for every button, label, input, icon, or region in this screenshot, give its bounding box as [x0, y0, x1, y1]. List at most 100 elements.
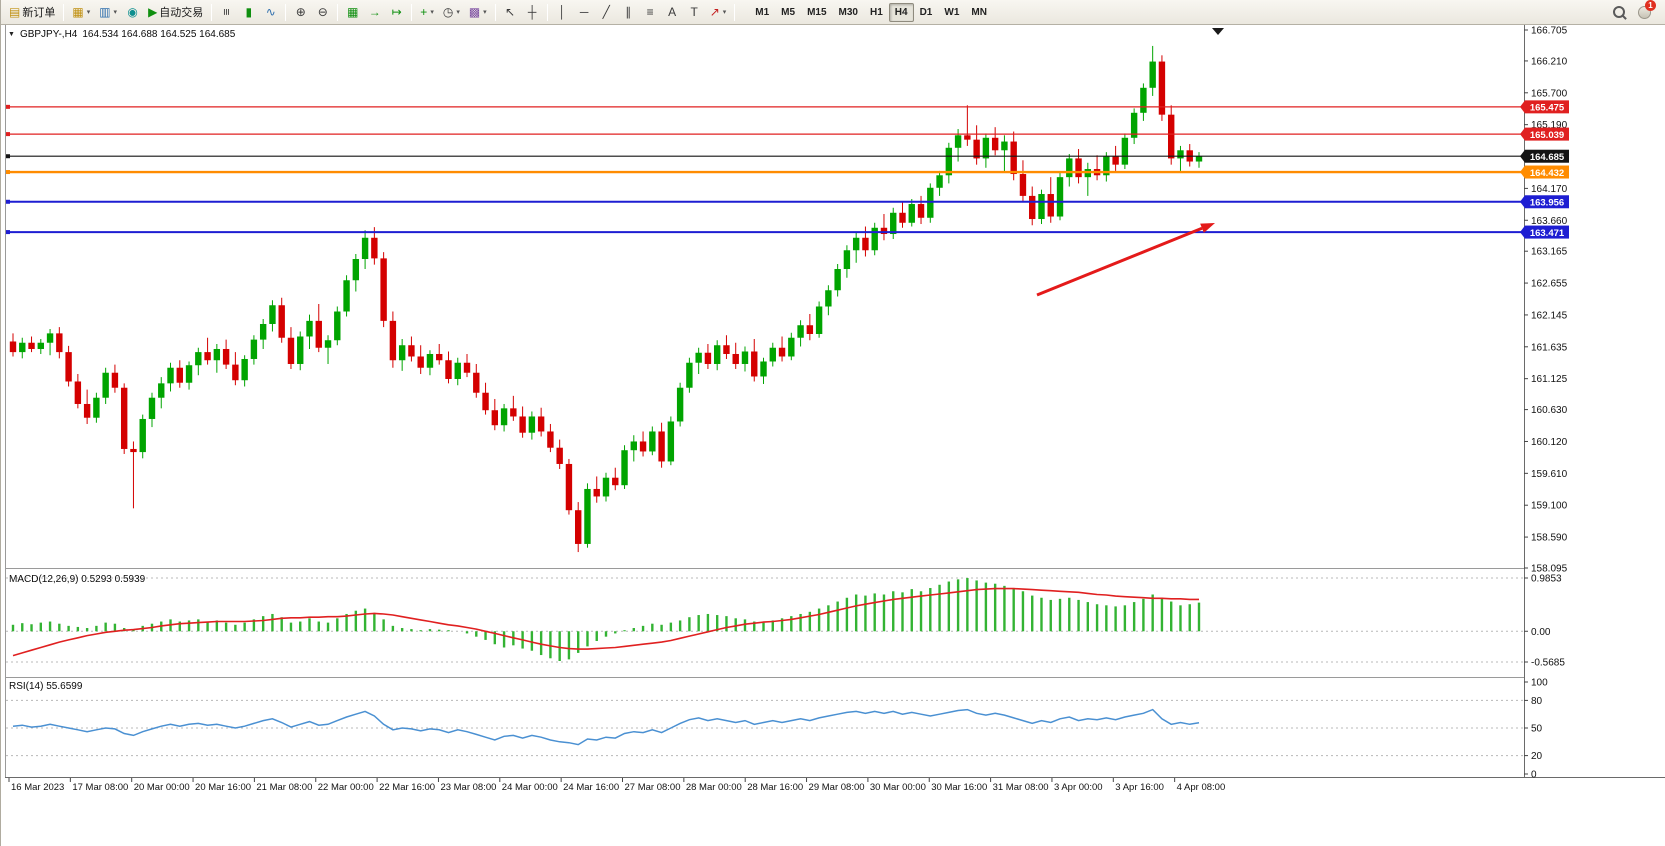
timeframe-m30-button[interactable]: M30 — [833, 3, 864, 22]
candle-body — [84, 404, 90, 418]
candle-body — [353, 259, 359, 280]
toolbar-separator — [211, 4, 212, 21]
timeframe-m1-button[interactable]: M1 — [749, 3, 775, 22]
time-axis-label: 27 Mar 08:00 — [625, 782, 681, 793]
channel-button[interactable]: ∥ — [618, 2, 639, 23]
candle-body — [65, 352, 71, 381]
candle-body — [621, 450, 627, 485]
candle-body — [918, 204, 924, 218]
candlestick-chart-button[interactable]: ▮ — [238, 2, 259, 23]
refresh-button[interactable]: ◉ — [122, 2, 143, 23]
pivot-handle[interactable] — [6, 170, 10, 174]
price-tick-label: 159.100 — [1531, 501, 1568, 512]
time-axis-label: 16 Mar 2023 — [11, 782, 64, 793]
candle-body — [547, 431, 553, 447]
zoom-in-button[interactable]: ⊕ — [290, 2, 311, 23]
cursor-button[interactable]: ↖ — [500, 2, 521, 23]
resistance-1-handle[interactable] — [6, 105, 10, 109]
timeframe-h1-button[interactable]: H1 — [864, 3, 889, 22]
candle-body — [1038, 194, 1044, 219]
toolbar-separator — [547, 4, 548, 21]
collapse-ohlc-icon[interactable]: ▼ — [8, 31, 15, 38]
text-tool-button[interactable]: A — [662, 2, 683, 23]
chart-title: ▼ GBPJPY-,H4 164.534 164.688 164.525 164… — [8, 29, 235, 40]
profiles-button[interactable]: ▥ ▾ — [95, 2, 121, 23]
candle-body — [232, 365, 238, 381]
chart-shift-button[interactable]: ↦ — [386, 2, 407, 23]
time-axis-label: 3 Apr 00:00 — [1054, 782, 1103, 793]
trend-arrow-annotation[interactable] — [1037, 228, 1202, 295]
trendline-button[interactable]: ╱ — [596, 2, 617, 23]
line-chart-button[interactable]: ∿ — [260, 2, 281, 23]
candle-body — [1066, 158, 1072, 177]
horizontal-line-button[interactable]: ─ — [574, 2, 595, 23]
pivot-tag-label: 164.432 — [1530, 168, 1564, 179]
candle-body — [473, 373, 479, 393]
arrows-tool-button[interactable]: ↗ ▾ — [706, 2, 731, 23]
periods-button[interactable]: ◷ ▾ — [439, 2, 464, 23]
timeframe-h4-button[interactable]: H4 — [889, 3, 914, 22]
toolbar: ▤ 新订单 ▦ ▾ ▥ ▾ ◉ ▶ 自动交易 ≡ ▮ ∿ ⊕ ⊖ ▦ → ↦ — [1, 0, 1665, 25]
new-order-button[interactable]: ▤ 新订单 — [5, 2, 59, 23]
auto-scroll-button[interactable]: → — [364, 2, 385, 23]
zoom-out-button[interactable]: ⊖ — [312, 2, 333, 23]
timeframe-w1-button[interactable]: W1 — [938, 3, 965, 22]
timeframe-mn-button[interactable]: MN — [965, 3, 993, 22]
chevron-down-icon: ▾ — [483, 8, 487, 16]
candle-body — [167, 368, 173, 384]
candle-body — [204, 352, 210, 360]
bar-chart-icon: ≡ — [221, 8, 233, 15]
text-label-button[interactable]: T — [684, 2, 705, 23]
candle-body — [140, 419, 146, 452]
candle-body — [529, 416, 535, 432]
vertical-line-button[interactable]: │ — [552, 2, 573, 23]
candle-body — [455, 363, 461, 379]
candle-body — [1010, 142, 1016, 174]
chart-canvas[interactable]: 166.705166.210165.700165.190164.170163.6… — [1, 0, 1665, 846]
tile-windows-icon: ▦ — [347, 6, 358, 18]
candle-body — [1048, 194, 1054, 216]
template-icon: ▩ — [469, 6, 480, 18]
resistance-2-handle[interactable] — [6, 132, 10, 136]
support-1-handle[interactable] — [6, 200, 10, 204]
candle-body — [1075, 158, 1081, 177]
candle-body — [260, 324, 266, 340]
candle-body — [899, 213, 905, 223]
toolbar-separator — [411, 4, 412, 21]
candle-body — [1168, 115, 1174, 159]
candle-body — [112, 373, 118, 388]
time-axis-label: 31 Mar 08:00 — [993, 782, 1049, 793]
support-2-handle[interactable] — [6, 230, 10, 234]
indicators-button[interactable]: + ▾ — [416, 2, 438, 23]
candle-body — [102, 373, 108, 398]
candle-body — [844, 250, 850, 269]
tile-windows-button[interactable]: ▦ — [342, 2, 363, 23]
profiles-icon: ▥ — [99, 6, 110, 18]
new-chart-button[interactable]: ▦ ▾ — [68, 2, 94, 23]
timeframe-m15-button[interactable]: M15 — [801, 3, 832, 22]
price-tick-label: 163.165 — [1531, 247, 1568, 258]
candle-body — [56, 333, 62, 352]
price-tick-label: 162.655 — [1531, 279, 1568, 290]
candle-body — [10, 341, 16, 352]
candle-body — [362, 238, 368, 259]
candle-body — [686, 363, 692, 388]
refresh-icon: ◉ — [127, 6, 137, 18]
timeframe-m5-button[interactable]: M5 — [775, 3, 801, 22]
autotrade-button[interactable]: ▶ 自动交易 — [144, 2, 207, 23]
notifications-button[interactable]: 1 — [1632, 2, 1656, 22]
bar-chart-button[interactable]: ≡ — [216, 2, 237, 23]
candle-body — [417, 356, 423, 367]
timeframe-d1-button[interactable]: D1 — [914, 3, 939, 22]
templates-button[interactable]: ▩ ▾ — [465, 2, 491, 23]
line-chart-icon: ∿ — [266, 6, 276, 18]
support-1-tag-arrow — [1520, 195, 1525, 208]
search-button[interactable] — [1608, 2, 1631, 23]
candle-body — [1001, 142, 1007, 151]
current-price-handle[interactable] — [6, 154, 10, 158]
price-tick-label: 158.590 — [1531, 533, 1568, 544]
chart-shift-marker[interactable] — [1212, 28, 1224, 35]
crosshair-button[interactable]: ┼ — [522, 2, 543, 23]
candle-body — [380, 258, 386, 320]
fibonacci-button[interactable]: ≡ — [640, 2, 661, 23]
